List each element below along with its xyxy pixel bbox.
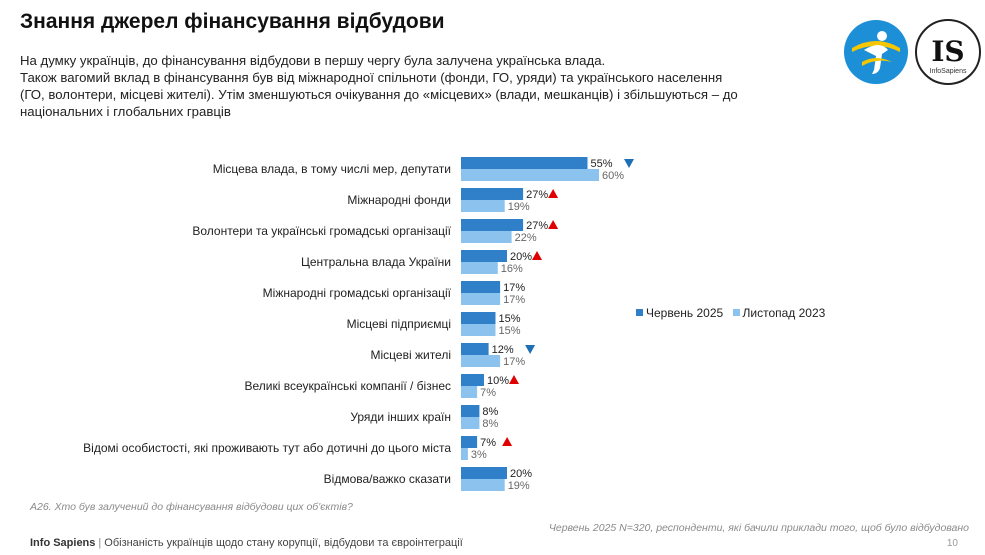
- bar-june-2025: [461, 188, 524, 200]
- subtitle-line: На думку українців, до фінансування відб…: [20, 53, 606, 68]
- infosapiens-logo: IS InfoSapiens: [913, 17, 983, 87]
- data-label: 8%: [482, 406, 498, 418]
- category-label: Відмова/важко сказати: [324, 472, 451, 486]
- subtitle: На думку українців, до фінансування відб…: [20, 52, 820, 120]
- subtitle-line: національних і глобальних гравців: [20, 104, 231, 119]
- increase-marker-icon: [509, 375, 519, 384]
- data-label: 17%: [503, 282, 525, 294]
- chart-legend: Червень 2025 Листопад 2023: [636, 306, 831, 320]
- bar-june-2025: [461, 281, 501, 293]
- bar-november-2023: [461, 200, 505, 212]
- increase-marker-icon: [532, 251, 542, 260]
- footer-separator: |: [98, 537, 102, 549]
- data-label: 19%: [508, 201, 530, 213]
- logo-brand-text: InfoSapiens: [930, 68, 967, 75]
- legend-item: Червень 2025: [636, 306, 723, 320]
- bar-november-2023: [461, 448, 468, 460]
- bar-june-2025: [461, 405, 480, 417]
- data-label: 12%: [492, 344, 514, 356]
- bar-june-2025: [461, 250, 507, 262]
- footer-text: Обізнаність українців щодо стану корупці…: [104, 537, 463, 549]
- bar-november-2023: [461, 169, 599, 181]
- category-label: Місцеві підприємці: [347, 317, 451, 331]
- data-label: 15%: [499, 325, 521, 337]
- data-label: 20%: [510, 251, 532, 263]
- bar-june-2025: [461, 157, 588, 169]
- increase-marker-icon: [548, 220, 559, 229]
- bar-november-2023: [461, 324, 496, 336]
- bar-june-2025: [461, 343, 489, 355]
- category-label: Відомі особистості, які проживають тут а…: [83, 441, 451, 455]
- data-label: 15%: [499, 313, 521, 325]
- bar-june-2025: [461, 219, 524, 231]
- bar-june-2025: [461, 436, 478, 448]
- logo-is-text: IS: [931, 35, 964, 68]
- data-label: 55%: [591, 158, 613, 170]
- data-label: 8%: [482, 418, 498, 430]
- category-label: Уряди інших країн: [350, 410, 451, 424]
- data-label: 7%: [480, 387, 496, 399]
- footer-brand: Info Sapiens: [30, 537, 96, 549]
- figure-in-circle-logo-icon: [844, 20, 908, 84]
- survey-question: А26. Хто був залучений до фінансування в…: [30, 501, 353, 513]
- bar-november-2023: [461, 293, 501, 305]
- bar-november-2023: [461, 262, 498, 274]
- legend-item: Листопад 2023: [732, 306, 826, 320]
- data-label: 17%: [503, 356, 525, 368]
- legend-swatch: [732, 309, 740, 317]
- bar-november-2023: [461, 355, 501, 367]
- increase-marker-icon: [548, 189, 559, 198]
- data-label: 20%: [510, 468, 532, 480]
- category-label: Центральна влада України: [301, 255, 451, 269]
- legend-label: Листопад 2023: [742, 306, 826, 320]
- subtitle-line: (ГО, волонтери, місцеві жителі). Утім зм…: [20, 87, 738, 102]
- data-label: 27%: [526, 189, 548, 201]
- data-label: 19%: [508, 480, 530, 492]
- data-label: 3%: [471, 449, 487, 461]
- bar-november-2023: [461, 479, 505, 491]
- bar-november-2023: [461, 231, 512, 243]
- data-label: 17%: [503, 294, 525, 306]
- category-label: Міжнародні фонди: [347, 193, 451, 207]
- data-label: 7%: [480, 437, 496, 449]
- decrease-marker-icon: [624, 159, 634, 168]
- legend-label: Червень 2025: [646, 306, 724, 320]
- category-label: Місцева влада, в тому числі мер, депутат…: [213, 162, 451, 176]
- data-label: 60%: [602, 170, 624, 182]
- bar-november-2023: [461, 417, 480, 429]
- data-label: 10%: [487, 375, 509, 387]
- bar-june-2025: [461, 312, 496, 324]
- bar-june-2025: [461, 467, 507, 479]
- footer: Info Sapiens | Обізнаність українців щодо …: [30, 537, 463, 549]
- page-title: Знання джерел фінансування відбудови: [20, 10, 445, 33]
- category-label: Міжнародні громадські організації: [263, 286, 452, 300]
- legend-swatch: [636, 309, 643, 317]
- subtitle-line: Також вагомий вклад в фінансування був в…: [20, 70, 723, 85]
- bar-november-2023: [461, 386, 478, 398]
- category-label: Волонтери та українські громадські орган…: [192, 224, 451, 238]
- data-label: 16%: [501, 263, 523, 275]
- infosapiens-logo-icon: IS InfoSapiens: [915, 19, 981, 85]
- sample-note: Червень 2025 N=320, респонденти, які бач…: [548, 522, 969, 534]
- category-label: Місцеві жителі: [371, 348, 451, 362]
- decrease-marker-icon: [525, 345, 536, 354]
- data-label: 27%: [526, 220, 548, 232]
- page-number: 10: [946, 538, 958, 549]
- increase-marker-icon: [502, 437, 513, 446]
- category-label: Великі всеукраїнські компанії / бізнес: [244, 379, 451, 393]
- bar-june-2025: [461, 374, 484, 386]
- data-label: 22%: [515, 232, 537, 244]
